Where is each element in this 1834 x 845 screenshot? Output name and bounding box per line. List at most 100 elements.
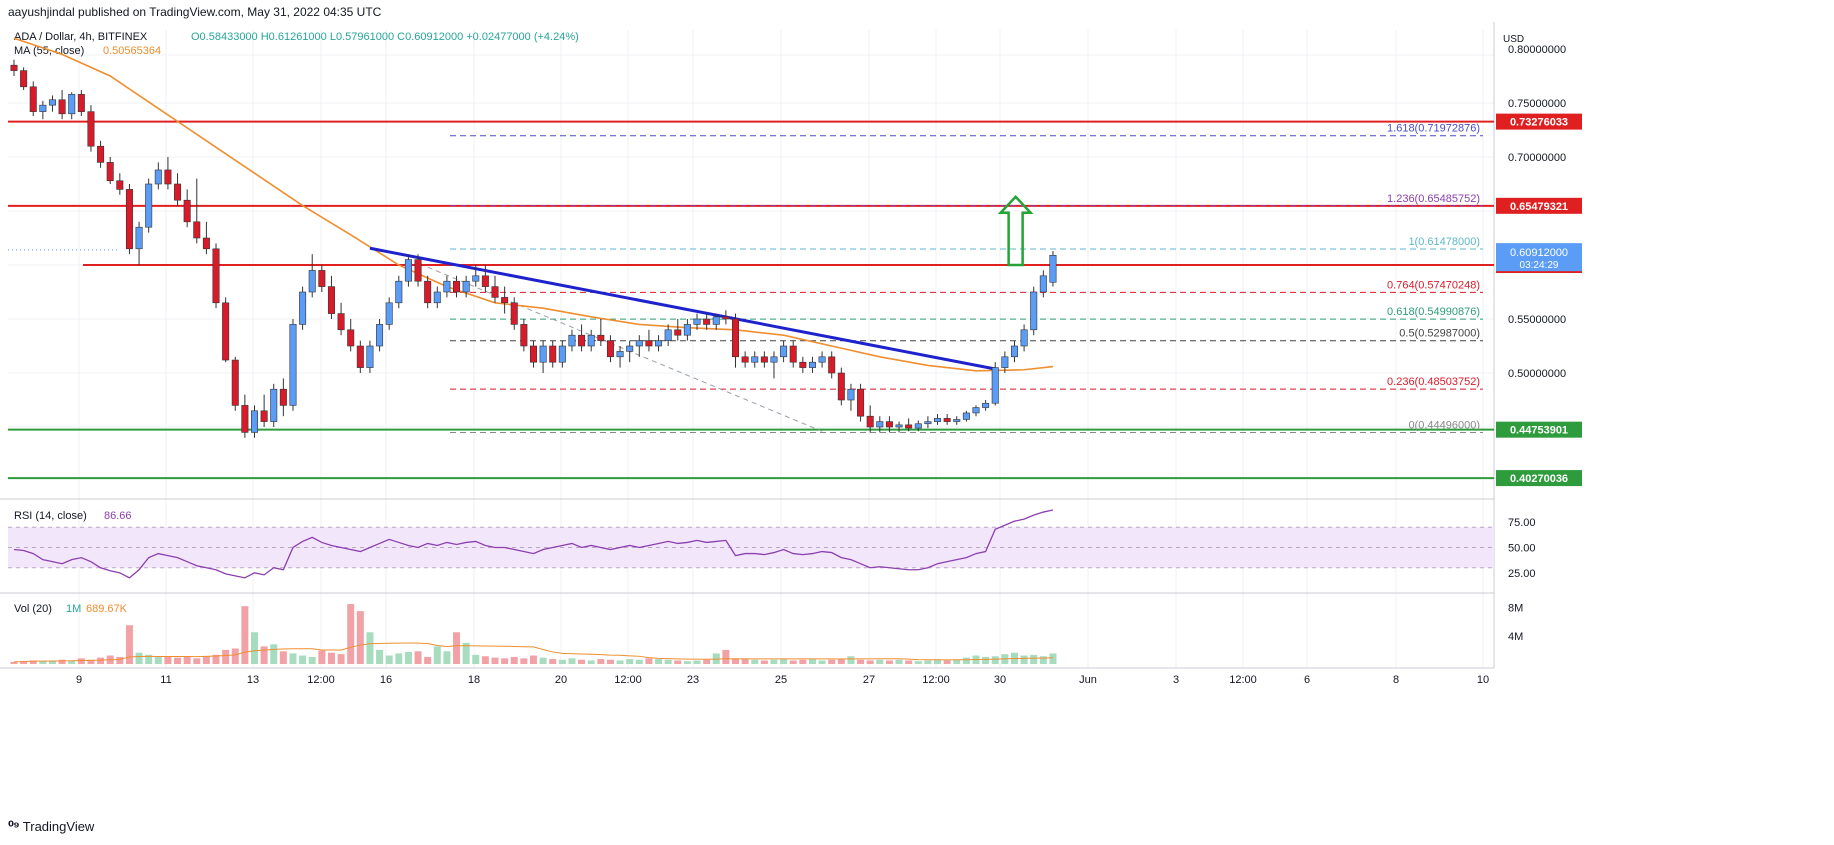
volume-bar-35 (347, 604, 355, 664)
volume-bar-108 (1049, 653, 1057, 664)
volume-bar-105 (1020, 655, 1028, 664)
volume-bar-42 (414, 651, 422, 664)
volume-tick-1: 4M (1508, 631, 1523, 643)
tradingview-watermark: ⁰⁹ TradingView (8, 818, 94, 835)
candle-body-95 (924, 421, 932, 425)
volume-bar-22 (222, 649, 230, 664)
volume-value: 689.67K (86, 603, 128, 615)
volume-bar-66 (645, 658, 653, 664)
rsi-label: RSI (14, close) (14, 510, 87, 522)
volume-bar-20 (202, 656, 210, 664)
candle-body-21 (212, 248, 220, 304)
candle-body-55 (539, 345, 547, 363)
time-tick-17: 8 (1393, 674, 1399, 686)
candle-body-27 (270, 388, 278, 422)
candle-body-106 (1030, 291, 1038, 331)
volume-bar-33 (327, 652, 335, 664)
candle-body-90 (876, 421, 884, 428)
candle-body-39 (385, 302, 393, 325)
volume-bar-91 (885, 660, 893, 664)
ma-label: MA (55, close) (14, 45, 84, 57)
watermark-text: TradingView (22, 819, 95, 834)
time-tick-11: 12:00 (922, 674, 950, 686)
volume-bar-23 (231, 648, 239, 664)
price-tick-1: 0.75000000 (1508, 98, 1566, 110)
level-badge-text-3: 0.44753901 (1510, 425, 1568, 437)
grid (8, 30, 1494, 668)
candle-body-91 (885, 421, 893, 428)
volume-bar-7 (77, 658, 85, 664)
breakout-arrow-icon (997, 194, 1034, 267)
volume-bar-51 (501, 658, 509, 664)
candle-body-6 (68, 94, 76, 115)
volume-bar-11 (116, 656, 124, 664)
volume-bar-48 (472, 654, 480, 664)
volume-bar-47 (462, 642, 470, 664)
volume-bar-50 (491, 657, 499, 664)
level-badge-text-1: 0.65479321 (1510, 201, 1568, 213)
candle-body-19 (193, 221, 201, 239)
volume-bar-78 (760, 660, 768, 664)
candle-body-48 (472, 275, 480, 282)
bearish-trendline (369, 246, 996, 371)
volume-bar-52 (510, 656, 518, 664)
price-tick-4: 0.50000000 (1508, 368, 1566, 380)
moving-average-line (13, 37, 1054, 372)
volume-bar-43 (424, 656, 432, 664)
candle-body-87 (847, 388, 855, 401)
volume-bar-14 (145, 654, 153, 664)
candle-body-89 (866, 415, 874, 428)
candle-body-30 (299, 291, 307, 325)
candle-body-97 (943, 418, 951, 422)
volume-bar-69 (674, 660, 682, 664)
volume-bar-31 (308, 656, 316, 664)
time-tick-3: 12:00 (307, 674, 335, 686)
candle-body-98 (953, 419, 961, 422)
candle-body-86 (837, 372, 845, 401)
volume-bar-17 (174, 657, 182, 664)
volume-bar-16 (164, 656, 172, 664)
candle-body-25 (251, 410, 259, 433)
volume-bar-72 (703, 659, 711, 664)
candle-body-85 (828, 356, 836, 374)
volume-bar-56 (549, 659, 557, 664)
candle-body-7 (77, 94, 85, 112)
candle-body-44 (433, 291, 441, 304)
current-price-badge (1496, 243, 1582, 272)
level-badge-0 (1496, 113, 1582, 130)
volume-bar-12 (125, 625, 133, 664)
volume-bar-28 (279, 651, 287, 664)
volume-bar-57 (558, 659, 566, 664)
candle-body-108 (1049, 254, 1057, 283)
price-tick-0: 0.80000000 (1508, 44, 1566, 56)
volume-bar-85 (828, 659, 836, 664)
candle-body-92 (895, 424, 903, 428)
candle-body-107 (1039, 275, 1047, 293)
volume-bar-62 (606, 659, 614, 664)
candle-body-17 (174, 183, 182, 201)
candle-body-57 (558, 345, 566, 363)
time-tick-12: 30 (994, 674, 1006, 686)
candle-body-47 (462, 280, 470, 293)
current-price-countdown: 03:24:29 (1520, 260, 1559, 271)
candle-body-71 (693, 318, 701, 325)
volume-bar-41 (404, 652, 412, 664)
volume-bar-71 (693, 660, 701, 664)
candle-body-14 (145, 183, 153, 228)
candle-body-81 (789, 345, 797, 363)
candle-body-52 (510, 302, 518, 325)
candle-body-5 (58, 99, 66, 115)
candle-body-62 (606, 340, 614, 358)
volume-bar-93 (905, 660, 913, 664)
fib-label-5: 0.5(0.52987000) (1399, 328, 1480, 340)
candle-body-65 (635, 340, 643, 347)
volume-bar-95 (924, 660, 932, 664)
candle-body-74 (722, 316, 730, 320)
candle-body-33 (327, 286, 335, 314)
candle-body-70 (683, 324, 691, 336)
candle-body-1 (20, 70, 28, 88)
price-axis-unit: USD (1503, 34, 1524, 45)
volume-bar-97 (943, 660, 951, 664)
volume-bar-59 (578, 659, 586, 664)
